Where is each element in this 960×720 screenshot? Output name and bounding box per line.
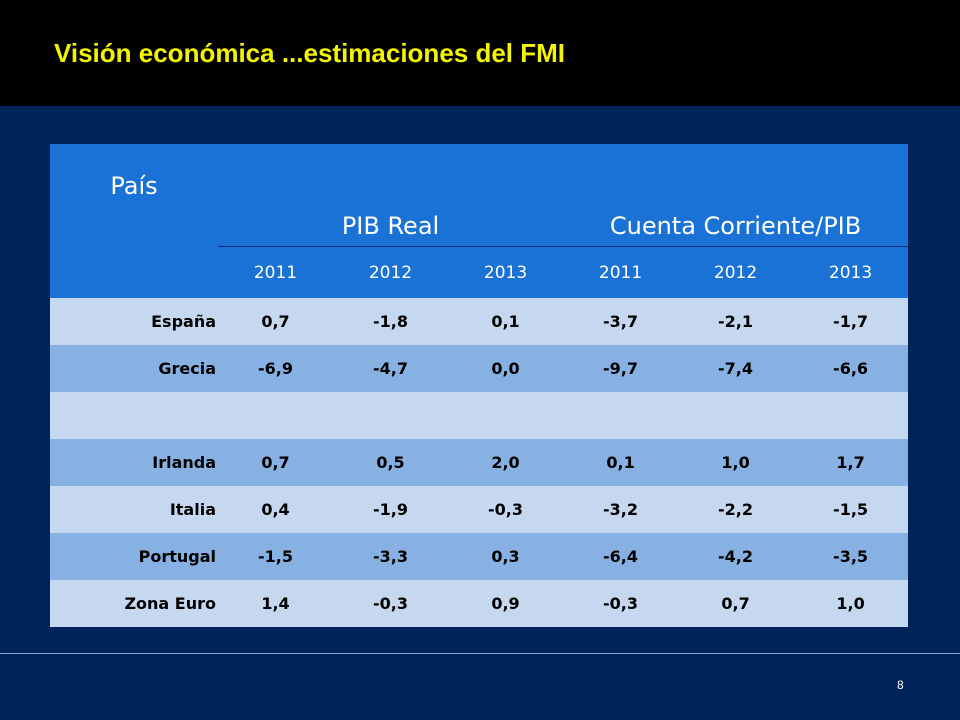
value-cell: 0,9 — [448, 580, 564, 627]
value-cell: 1,0 — [793, 580, 909, 627]
current-account-header: Cuenta Corriente/PIB — [563, 144, 909, 247]
value-cell: 1,4 — [218, 580, 333, 627]
slide-title: Visión económica ...estimaciones del FMI — [54, 38, 566, 68]
value-cell: -3,3 — [333, 533, 448, 580]
value-cell: -4,2 — [678, 533, 794, 580]
value-cell: -1,5 — [218, 533, 333, 580]
value-cell: -0,3 — [448, 486, 564, 533]
value-cell: -1,8 — [333, 298, 448, 345]
country-cell: España — [50, 298, 218, 345]
pib-real-header: PIB Real — [218, 144, 564, 247]
value-cell: -3,5 — [793, 533, 909, 580]
country-column-header: País — [50, 144, 218, 298]
value-cell: -7,4 — [678, 345, 794, 392]
value-cell — [563, 392, 679, 439]
table-row-empty — [50, 392, 909, 439]
value-cell: -6,9 — [218, 345, 333, 392]
year-header: 2012 — [333, 246, 448, 298]
value-cell: 0,1 — [448, 298, 564, 345]
imf-estimates-table-container: País PIB Real Cuenta Corriente/PIB 2011 … — [50, 144, 909, 628]
value-cell: -2,1 — [678, 298, 794, 345]
value-cell: 1,0 — [678, 439, 794, 486]
value-cell: 0,3 — [448, 533, 564, 580]
value-cell: 0,5 — [333, 439, 448, 486]
table-row: Irlanda 0,7 0,5 2,0 0,1 1,0 1,7 — [50, 439, 909, 486]
value-cell: -3,7 — [563, 298, 679, 345]
value-cell: -2,2 — [678, 486, 794, 533]
imf-estimates-table: País PIB Real Cuenta Corriente/PIB 2011 … — [50, 144, 909, 627]
group-header-row: País PIB Real Cuenta Corriente/PIB — [50, 144, 909, 298]
value-cell: 0,7 — [678, 580, 794, 627]
value-cell — [333, 392, 448, 439]
table-row: Zona Euro 1,4 -0,3 0,9 -0,3 0,7 1,0 — [50, 580, 909, 627]
value-cell: -6,4 — [563, 533, 679, 580]
country-cell: Italia — [50, 486, 218, 533]
country-cell — [50, 392, 218, 439]
value-cell: -6,6 — [793, 345, 909, 392]
value-cell: -3,2 — [563, 486, 679, 533]
value-cell: -1,7 — [793, 298, 909, 345]
value-cell: 2,0 — [448, 439, 564, 486]
year-header: 2013 — [793, 246, 909, 298]
value-cell: 0,0 — [448, 345, 564, 392]
year-header: 2011 — [563, 246, 679, 298]
value-cell — [678, 392, 794, 439]
value-cell: -9,7 — [563, 345, 679, 392]
value-cell — [793, 392, 909, 439]
value-cell: -0,3 — [563, 580, 679, 627]
table-row: España 0,7 -1,8 0,1 -3,7 -2,1 -1,7 — [50, 298, 909, 345]
year-header: 2013 — [448, 246, 564, 298]
country-cell: Irlanda — [50, 439, 218, 486]
table-row: Portugal -1,5 -3,3 0,3 -6,4 -4,2 -3,5 — [50, 533, 909, 580]
footer-divider — [0, 653, 960, 654]
table-row: Grecia -6,9 -4,7 0,0 -9,7 -7,4 -6,6 — [50, 345, 909, 392]
value-cell: -1,5 — [793, 486, 909, 533]
value-cell: 0,7 — [218, 298, 333, 345]
value-cell: -0,3 — [333, 580, 448, 627]
value-cell: 0,7 — [218, 439, 333, 486]
value-cell — [448, 392, 564, 439]
value-cell: -1,9 — [333, 486, 448, 533]
table-row: Italia 0,4 -1,9 -0,3 -3,2 -2,2 -1,5 — [50, 486, 909, 533]
year-header-row: 2011 2012 2013 2011 2012 2013 — [50, 246, 909, 298]
country-cell: Grecia — [50, 345, 218, 392]
value-cell: 0,4 — [218, 486, 333, 533]
value-cell: -4,7 — [333, 345, 448, 392]
year-header: 2012 — [678, 246, 794, 298]
country-cell: Portugal — [50, 533, 218, 580]
country-cell: Zona Euro — [50, 580, 218, 627]
year-header: 2011 — [218, 246, 333, 298]
value-cell — [218, 392, 333, 439]
header-bar: Visión económica ...estimaciones del FMI — [0, 0, 960, 106]
value-cell: 0,1 — [563, 439, 679, 486]
value-cell: 1,7 — [793, 439, 909, 486]
page-number: 8 — [897, 678, 904, 692]
